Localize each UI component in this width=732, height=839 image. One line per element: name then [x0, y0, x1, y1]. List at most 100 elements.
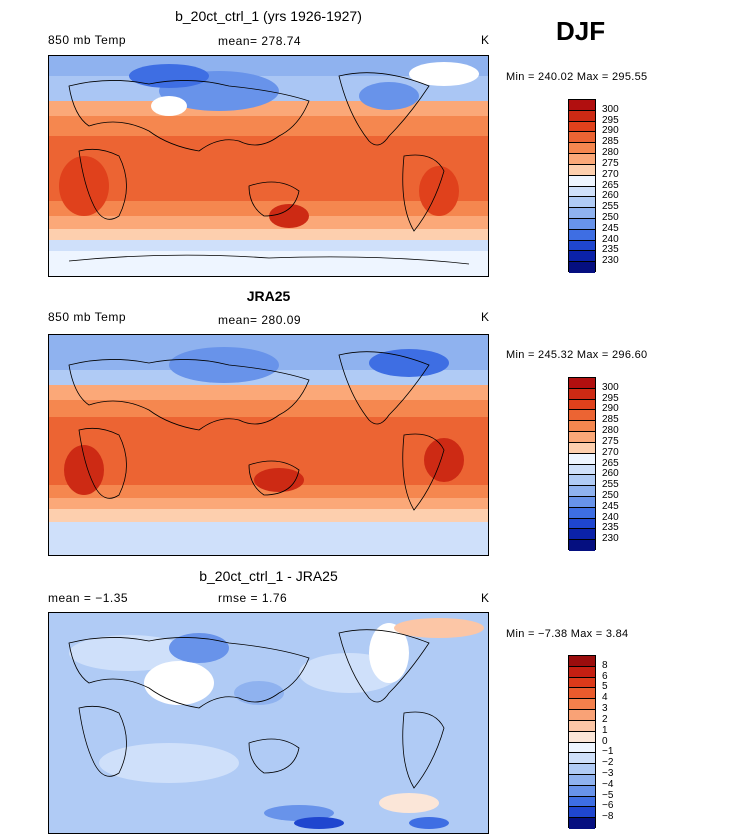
- colorbar-swatch: [569, 720, 595, 732]
- colorbar-tick-label: 290: [602, 403, 619, 415]
- colorbar-swatch: [569, 208, 595, 219]
- colorbar-tick-label: 300: [602, 381, 619, 393]
- colorbar-tick-label: −5: [602, 789, 614, 801]
- colorbar-swatch: [569, 229, 595, 241]
- colorbar-swatch: [569, 421, 595, 433]
- colorbar-tick-label: 240: [602, 233, 619, 245]
- colorbar-tick-label: 230: [602, 255, 619, 267]
- colorbar-swatch: [569, 240, 595, 252]
- colorbar-swatch: [569, 677, 595, 689]
- colorbar-swatch: [569, 507, 595, 519]
- colorbar-swatch: [569, 218, 595, 230]
- season-label: DJF: [556, 16, 606, 46]
- map-difference: [48, 612, 489, 834]
- colorbar-tick-label: 240: [602, 511, 619, 523]
- colorbar-swatch: [569, 262, 595, 273]
- colorbar-tick-label: 3: [602, 703, 608, 715]
- colorbar-swatch: [569, 699, 595, 711]
- variable-label: 850 mb Temp: [48, 310, 126, 324]
- colorbar-swatch: [569, 518, 595, 530]
- colorbar-tick-label: 290: [602, 125, 619, 137]
- colorbar-tick-label: −2: [602, 757, 614, 769]
- colorbar-swatch: [569, 121, 595, 133]
- colorbar-swatch: [569, 818, 595, 829]
- colorbar-tick-label: 275: [602, 435, 619, 447]
- colorbar-swatch: [569, 710, 595, 721]
- colorbar-swatch: [569, 110, 595, 122]
- difference-mean-label: mean = −1.35: [48, 591, 129, 605]
- colorbar-swatch: [569, 186, 595, 198]
- colorbar-swatch: [569, 197, 595, 209]
- colorbar-tick-label: 295: [602, 392, 619, 404]
- colorbar-swatch: [569, 496, 595, 508]
- colorbar-swatch: [569, 442, 595, 454]
- colorbar-tick-label: 260: [602, 190, 619, 202]
- colorbar-tick-label: −6: [602, 800, 614, 812]
- colorbar-tick-label: −8: [602, 811, 614, 823]
- colorbar-swatch: [569, 688, 595, 700]
- colorbar-swatch: [569, 410, 595, 422]
- unit-label: K: [481, 591, 490, 605]
- colorbar-tick-label: 230: [602, 533, 619, 545]
- panel-title-model: b_20ct_ctrl_1 (yrs 1926-1927): [175, 8, 362, 24]
- colorbar-tick-label: 250: [602, 489, 619, 501]
- colorbar-swatch: [569, 807, 595, 819]
- colorbar-swatch: [569, 378, 595, 389]
- colorbar-swatch: [569, 753, 595, 765]
- minmax-label: Min = 245.32 Max = 296.60: [506, 349, 648, 361]
- colorbar-swatch: [569, 432, 595, 443]
- colorbar-tick-label: 300: [602, 103, 619, 115]
- colorbar-swatch: [569, 731, 595, 743]
- colorbar-tick-label: −4: [602, 778, 614, 790]
- colorbar-tick-label: −1: [602, 746, 614, 758]
- panel-title-reference: JRA25: [246, 288, 291, 304]
- colorbar-tick-label: 235: [602, 244, 619, 256]
- panel-title-difference: b_20ct_ctrl_1 - JRA25: [199, 568, 338, 584]
- colorbar-swatch: [569, 774, 595, 786]
- colorbar-tick-label: 4: [602, 692, 608, 704]
- variable-label: 850 mb Temp: [48, 33, 126, 47]
- colorbar-tick-label: 255: [602, 479, 619, 491]
- colorbar-swatch: [569, 143, 595, 155]
- colorbar-swatch: [569, 251, 595, 263]
- colorbar-swatch: [569, 764, 595, 775]
- map-model: [48, 55, 489, 277]
- colorbar-swatch: [569, 656, 595, 667]
- colorbar-tick-label: 235: [602, 522, 619, 534]
- colorbar-tick-label: 8: [602, 659, 608, 671]
- colorbar-swatch: [569, 464, 595, 476]
- unit-label: K: [481, 310, 490, 324]
- colorbar-tick-label: 295: [602, 114, 619, 126]
- colorbar-swatch: [569, 132, 595, 144]
- colorbar: [568, 377, 596, 551]
- colorbar-tick-label: 285: [602, 414, 619, 426]
- colorbar-swatch: [569, 175, 595, 187]
- colorbar-tick-label: 265: [602, 457, 619, 469]
- colorbar-tick-label: 5: [602, 681, 608, 693]
- colorbar-tick-label: 260: [602, 468, 619, 480]
- colorbar-tick-label: 270: [602, 168, 619, 180]
- rmse-label: rmse = 1.76: [218, 591, 288, 605]
- colorbar-tick-label: 0: [602, 735, 608, 747]
- unit-label: K: [481, 33, 490, 47]
- colorbar: [568, 655, 596, 829]
- colorbar-tick-label: 250: [602, 211, 619, 223]
- colorbar-tick-label: 275: [602, 157, 619, 169]
- map-reference: [48, 334, 489, 556]
- colorbar-tick-label: 255: [602, 201, 619, 213]
- colorbar-swatch: [569, 796, 595, 808]
- colorbar-swatch: [569, 164, 595, 176]
- colorbar-swatch: [569, 540, 595, 551]
- colorbar-swatch: [569, 154, 595, 165]
- minmax-label: Min = −7.38 Max = 3.84: [506, 628, 629, 640]
- colorbar-tick-label: 1: [602, 724, 608, 736]
- colorbar-swatch: [569, 388, 595, 400]
- colorbar-swatch: [569, 100, 595, 111]
- colorbar-swatch: [569, 486, 595, 497]
- colorbar-tick-label: 2: [602, 713, 608, 725]
- colorbar-tick-label: 6: [602, 670, 608, 682]
- colorbar: [568, 99, 596, 273]
- colorbar-tick-label: 280: [602, 425, 619, 437]
- colorbar-tick-label: 270: [602, 446, 619, 458]
- colorbar-tick-label: 285: [602, 136, 619, 148]
